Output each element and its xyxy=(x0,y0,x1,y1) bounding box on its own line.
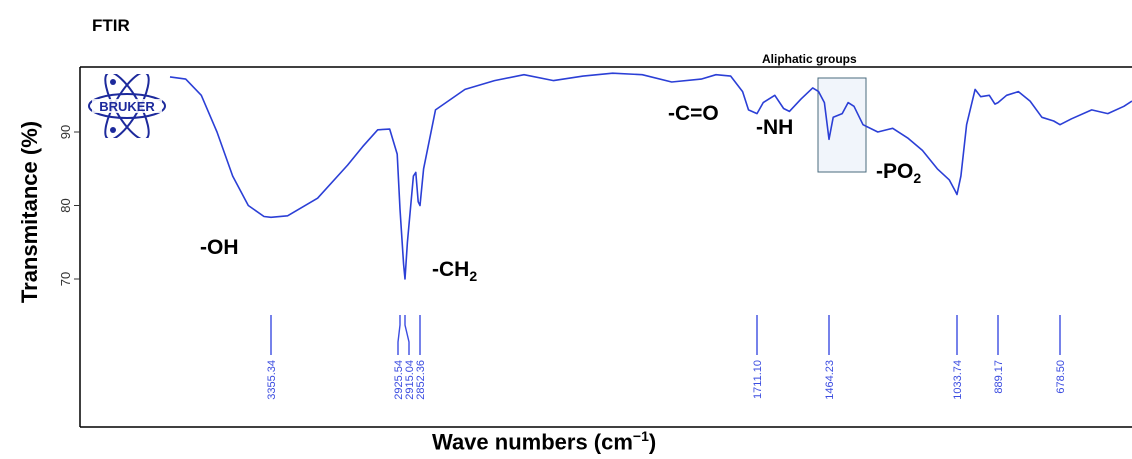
bruker-logo: BRUKER xyxy=(86,71,168,141)
y-axis-label: Transmitance (%) xyxy=(17,120,42,304)
peak-markers: 3355.34 2925.54 2915.04 2852.36 1711.10 1464.… xyxy=(266,315,1067,400)
annotation-co-text: -C=O xyxy=(668,102,719,125)
peak-marker-2925.54 xyxy=(397,315,401,355)
aliphatic-region-box xyxy=(817,77,867,173)
y-tick-label-90: 90 xyxy=(58,125,73,139)
annotation-po2: -PO2 xyxy=(876,160,921,186)
annotation-nh-text: -NH xyxy=(756,116,794,139)
peak-label-1033.74: 1033.74 xyxy=(952,360,964,400)
y-tick-label-80: 80 xyxy=(58,198,73,212)
x-axis-label-exponent: −1 xyxy=(632,428,649,444)
bruker-logo-icon: BRUKER xyxy=(88,71,166,141)
annotation-oh: -OH xyxy=(200,236,239,260)
x-axis-label-main: Wave numbers (cm xyxy=(432,429,633,455)
peak-label-2915.04: 2915.04 xyxy=(404,360,416,400)
peak-marker-2915.04 xyxy=(404,315,410,355)
peak-label-2925.54: 2925.54 xyxy=(393,360,405,400)
annotation-ch2-sub: 2 xyxy=(469,268,478,285)
annotation-oh-text: -OH xyxy=(200,236,239,259)
annotation-nh: -NH xyxy=(756,116,793,140)
annotation-co: -C=O xyxy=(668,102,719,126)
peak-label-2852.36: 2852.36 xyxy=(415,360,427,400)
peak-label-889.17: 889.17 xyxy=(993,360,1005,394)
plot-frame xyxy=(79,66,1132,428)
peak-label-678.50: 678.50 xyxy=(1055,360,1067,394)
x-axis-label-close: ) xyxy=(648,429,657,455)
annotation-po2-sub: 2 xyxy=(913,170,922,187)
annotation-po2-text: -PO xyxy=(876,160,914,183)
x-axis-label: Wave numbers (cm−1) xyxy=(432,428,656,455)
peak-label-3355.34: 3355.34 xyxy=(266,360,278,400)
aliphatic-region-rect xyxy=(817,77,867,173)
spectrum-line-0 xyxy=(169,72,1132,280)
annotation-ch2-text: -CH xyxy=(432,258,470,281)
peak-label-1464.23: 1464.23 xyxy=(824,360,836,400)
series-group xyxy=(169,72,1132,280)
region-label: Aliphatic groups xyxy=(762,52,857,66)
y-axis-ticks: 70 80 90 xyxy=(58,125,80,286)
annotation-ch2: -CH2 xyxy=(432,258,477,284)
page-title: FTIR xyxy=(92,16,130,35)
peak-label-1711.10: 1711.10 xyxy=(752,360,764,399)
y-tick-label-70: 70 xyxy=(58,272,73,286)
logo-text: BRUKER xyxy=(99,99,155,114)
